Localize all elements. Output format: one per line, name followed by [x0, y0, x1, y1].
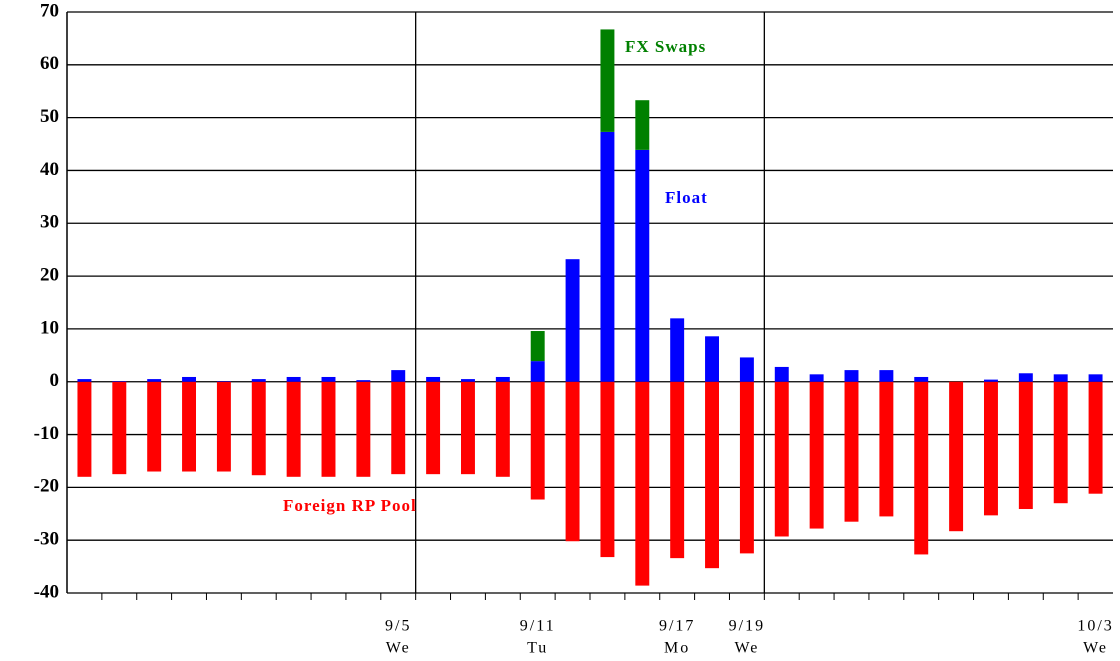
bar	[1018, 381, 1033, 510]
bar	[216, 381, 231, 382]
x-tick-sublabel: We	[1083, 640, 1108, 657]
y-tick-label: 40	[40, 159, 59, 180]
y-tick-label: -20	[34, 476, 59, 497]
y-tick-label: -40	[34, 581, 59, 602]
bar	[1018, 373, 1033, 382]
bar	[391, 381, 406, 475]
bar	[530, 381, 545, 500]
y-tick-label: -10	[34, 423, 59, 444]
bar	[147, 379, 162, 382]
bar	[600, 381, 615, 558]
y-tick-label: -30	[34, 529, 59, 550]
bar	[635, 381, 650, 586]
y-tick-label: 10	[40, 317, 59, 338]
bar	[530, 331, 545, 362]
bar	[356, 381, 371, 477]
bar	[565, 259, 580, 382]
bar	[844, 381, 859, 522]
bar	[251, 379, 266, 382]
bar	[670, 318, 685, 382]
series-label: Foreign RP Pool	[283, 496, 417, 515]
bar	[705, 381, 720, 569]
bar	[983, 379, 998, 382]
bar	[949, 381, 964, 532]
bar	[495, 376, 510, 382]
bar	[670, 381, 685, 559]
bar	[460, 381, 475, 475]
bar	[286, 376, 301, 382]
bar	[914, 381, 929, 555]
bar	[251, 381, 266, 476]
x-tick-sublabel: We	[386, 640, 411, 657]
bar	[1053, 374, 1068, 382]
bar	[321, 376, 336, 382]
bar	[809, 374, 824, 382]
x-tick-label: 10/3	[1077, 618, 1113, 635]
bar	[600, 29, 615, 132]
bar	[809, 381, 824, 529]
bar	[635, 149, 650, 382]
x-tick-sublabel: Tu	[527, 640, 548, 657]
bar	[286, 381, 301, 477]
x-tick-label: 9/19	[729, 618, 765, 635]
bar	[1088, 381, 1103, 494]
bar	[1053, 381, 1068, 504]
bar	[565, 381, 580, 542]
bar	[356, 380, 371, 382]
y-tick-label: 70	[40, 0, 59, 21]
x-tick-sublabel: We	[734, 640, 759, 657]
y-tick-label: 0	[50, 370, 60, 391]
bar	[495, 381, 510, 477]
x-tick-label: 9/17	[659, 618, 695, 635]
bar	[844, 370, 859, 382]
bar	[216, 381, 231, 472]
bar	[774, 366, 789, 382]
bar	[983, 381, 998, 516]
bar	[147, 381, 162, 472]
bar	[879, 370, 894, 382]
series-label: FX Swaps	[625, 37, 706, 56]
bar	[112, 381, 127, 382]
bar	[774, 381, 789, 537]
bar	[426, 376, 441, 382]
bar	[182, 381, 197, 472]
bar	[321, 381, 336, 477]
x-tick-label: 9/5	[385, 618, 411, 635]
bar	[879, 381, 894, 517]
bar	[460, 379, 475, 382]
y-tick-label: 60	[40, 53, 59, 74]
bar	[635, 100, 650, 150]
bar	[112, 381, 127, 475]
series-label: Float	[665, 188, 708, 207]
y-tick-label: 20	[40, 264, 59, 285]
bar	[391, 370, 406, 382]
x-tick-label: 9/11	[520, 618, 556, 635]
bar	[77, 379, 92, 382]
bar	[914, 376, 929, 382]
bar	[600, 131, 615, 382]
bar	[705, 336, 720, 382]
x-tick-sublabel: Mo	[664, 640, 690, 657]
bar	[739, 357, 754, 382]
bar	[1088, 374, 1103, 382]
bar	[77, 381, 92, 477]
y-tick-label: 50	[40, 106, 59, 127]
bar	[182, 376, 197, 382]
bar	[426, 381, 441, 475]
bar	[739, 381, 754, 554]
y-tick-label: 30	[40, 212, 59, 233]
bar	[530, 361, 545, 382]
